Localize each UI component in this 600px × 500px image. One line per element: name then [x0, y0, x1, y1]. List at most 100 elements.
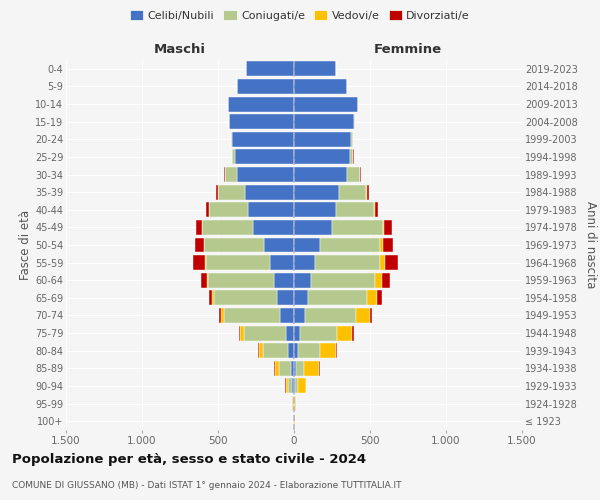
Bar	[216, 184, 218, 200]
Bar	[232, 150, 235, 164]
Bar	[294, 343, 298, 358]
Bar	[384, 220, 392, 235]
Bar	[258, 343, 259, 358]
Bar	[304, 361, 319, 376]
Bar	[383, 238, 394, 252]
Text: Popolazione per età, sesso e stato civile - 2024: Popolazione per età, sesso e stato civil…	[12, 452, 366, 466]
Bar	[352, 326, 354, 340]
Bar	[383, 220, 384, 235]
Bar	[205, 238, 265, 252]
Bar	[263, 343, 288, 358]
Bar	[292, 378, 294, 394]
Bar	[208, 273, 274, 287]
Bar	[206, 202, 209, 218]
Bar	[232, 132, 294, 147]
Bar	[294, 308, 305, 323]
Bar	[294, 220, 332, 235]
Bar	[356, 308, 370, 323]
Bar	[205, 255, 206, 270]
Bar	[347, 167, 360, 182]
Bar	[305, 308, 356, 323]
Bar	[274, 273, 294, 287]
Bar	[265, 238, 294, 252]
Bar	[315, 255, 380, 270]
Bar	[294, 150, 350, 164]
Bar	[370, 308, 373, 323]
Bar	[206, 255, 271, 270]
Bar	[294, 202, 336, 218]
Bar	[291, 361, 294, 376]
Bar	[209, 202, 248, 218]
Bar	[382, 273, 390, 287]
Bar	[235, 150, 294, 164]
Bar	[218, 184, 245, 200]
Bar	[320, 238, 380, 252]
Bar	[246, 62, 294, 76]
Bar	[201, 273, 207, 287]
Bar	[294, 114, 355, 129]
Bar	[367, 290, 377, 306]
Bar	[214, 290, 277, 306]
Bar	[207, 273, 208, 287]
Bar	[339, 184, 367, 200]
Bar	[332, 220, 383, 235]
Bar	[244, 326, 286, 340]
Text: COMUNE DI GIUSSANO (MB) - Dati ISTAT 1° gennaio 2024 - Elaborazione TUTTITALIA.I: COMUNE DI GIUSSANO (MB) - Dati ISTAT 1° …	[12, 480, 401, 490]
Bar	[237, 167, 294, 182]
Bar	[298, 343, 320, 358]
Y-axis label: Fasce di età: Fasce di età	[19, 210, 32, 280]
Bar	[294, 290, 308, 306]
Bar	[237, 79, 294, 94]
Bar	[275, 361, 279, 376]
Bar	[380, 255, 385, 270]
Bar	[294, 96, 358, 112]
Bar	[221, 308, 224, 323]
Bar	[374, 273, 382, 287]
Bar	[225, 167, 237, 182]
Bar	[239, 326, 241, 340]
Text: Maschi: Maschi	[154, 44, 206, 57]
Text: Femmine: Femmine	[374, 44, 442, 57]
Bar	[294, 184, 339, 200]
Bar	[385, 255, 398, 270]
Bar	[286, 326, 294, 340]
Bar	[193, 255, 205, 270]
Bar	[288, 378, 292, 394]
Bar	[212, 290, 214, 306]
Bar	[228, 96, 294, 112]
Bar	[296, 361, 304, 376]
Bar	[196, 220, 202, 235]
Bar	[231, 132, 232, 147]
Bar	[360, 167, 361, 182]
Bar	[280, 308, 294, 323]
Y-axis label: Anni di nascita: Anni di nascita	[584, 202, 597, 288]
Bar	[377, 290, 382, 306]
Bar	[253, 220, 294, 235]
Bar	[293, 396, 294, 411]
Bar	[241, 326, 244, 340]
Bar	[195, 238, 204, 252]
Bar	[286, 378, 288, 394]
Bar	[294, 132, 352, 147]
Bar	[224, 167, 225, 182]
Bar	[288, 343, 294, 358]
Bar	[320, 343, 336, 358]
Bar	[294, 326, 300, 340]
Bar	[294, 255, 315, 270]
Bar	[294, 79, 347, 94]
Bar	[202, 220, 253, 235]
Bar	[279, 361, 291, 376]
Bar	[300, 326, 337, 340]
Bar	[294, 273, 311, 287]
Bar	[337, 326, 352, 340]
Bar	[229, 114, 294, 129]
Bar	[224, 308, 280, 323]
Bar	[259, 343, 263, 358]
Bar	[209, 290, 212, 306]
Bar	[295, 378, 298, 394]
Bar	[218, 308, 221, 323]
Bar	[245, 184, 294, 200]
Bar	[336, 343, 337, 358]
Bar	[308, 290, 367, 306]
Bar	[277, 290, 294, 306]
